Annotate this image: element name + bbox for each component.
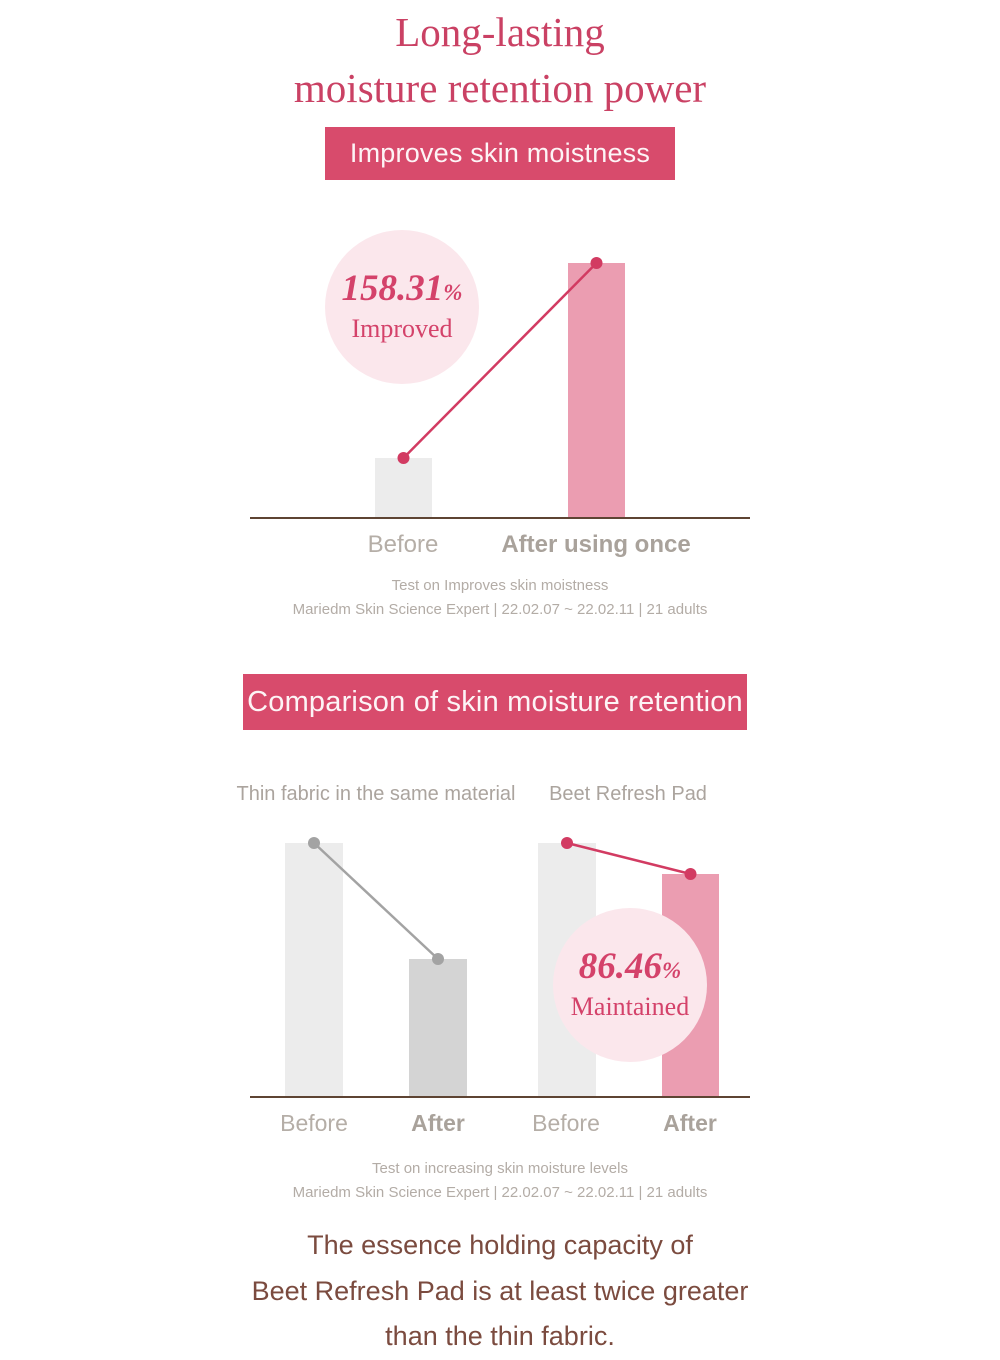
chart2-bar-fabric-before xyxy=(285,843,343,1097)
chart-moisture-retention xyxy=(250,837,750,1097)
chart2-baseline xyxy=(250,1096,750,1098)
chart2-caption-test: Test on increasing skin moisture levels xyxy=(372,1160,628,1177)
chart2-xlabel-fabric-before: Before xyxy=(280,1110,348,1136)
group-label-thin-fabric: Thin fabric in the same material xyxy=(236,783,516,805)
stat-value-improved: 158.31% xyxy=(341,268,463,309)
section1-badge: Improves skin moistness xyxy=(325,127,675,180)
stat-label-improved: Improved xyxy=(351,314,453,343)
page-title-line1: Long-lasting xyxy=(395,9,605,55)
page-title-line2: moisture retention power xyxy=(293,65,707,111)
chart1-xlabel-after: After using once xyxy=(501,531,691,558)
chart-skin-moistness xyxy=(250,257,750,518)
chart2-caption-source: Mariedm Skin Science Expert | 22.02.07 ~… xyxy=(292,1184,708,1201)
chart1-caption-source: Mariedm Skin Science Expert | 22.02.07 ~… xyxy=(292,601,708,618)
stat-circle-maintained: 86.46% Maintained xyxy=(553,908,707,1062)
chart2-trend-lines xyxy=(308,837,697,965)
chart1-xlabel-before: Before xyxy=(367,531,439,558)
footer-claim-line1: The essence holding capacity of xyxy=(307,1230,693,1260)
chart1-trend-line xyxy=(397,257,603,464)
chart2-xlabel-fabric-after: After xyxy=(411,1110,465,1136)
footer-claim-line2: Beet Refresh Pad is at least twice great… xyxy=(251,1276,749,1306)
chart2-xlabel-pad-after: After xyxy=(663,1110,717,1136)
footer-claim-line3: than the thin fabric. xyxy=(385,1321,615,1351)
stat-label-maintained: Maintained xyxy=(570,992,690,1021)
chart1-bar-after xyxy=(568,263,625,518)
stat-circle-improved: 158.31% Improved xyxy=(325,230,479,384)
chart2-bar-fabric-after xyxy=(409,959,467,1097)
chart1-caption-test: Test on Improves skin moistness xyxy=(391,577,609,594)
stat-value-maintained: 86.46% xyxy=(578,946,682,987)
chart2-xlabel-pad-before: Before xyxy=(532,1110,600,1136)
group-label-beet-refresh-pad: Beet Refresh Pad xyxy=(549,783,707,805)
chart1-bar-before xyxy=(375,458,432,518)
section2-badge: Comparison of skin moisture retention xyxy=(243,674,747,730)
chart1-baseline xyxy=(250,517,750,519)
